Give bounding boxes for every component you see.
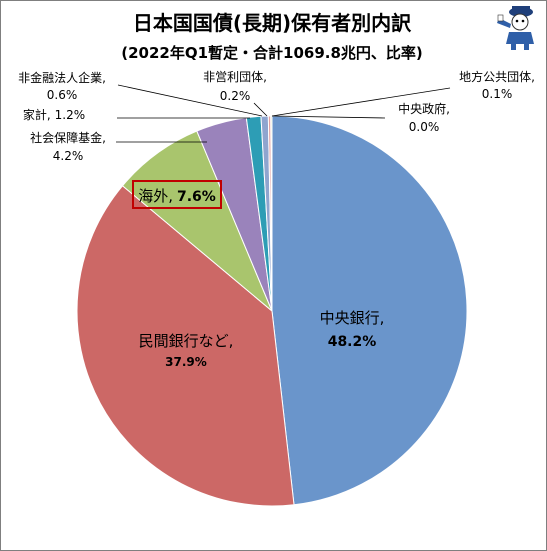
slice-label-1: 民間銀行など, (139, 332, 234, 350)
highlight-box (132, 180, 222, 209)
slice-value-0: 48.2% (328, 334, 377, 350)
slice-label-2: 海外, 7.6% (138, 187, 216, 205)
slice-label-3: 社会保障基金, (30, 130, 106, 145)
leader-line-5 (117, 84, 263, 117)
slice-value-5: 0.6% (47, 88, 78, 102)
slice-1 (76, 185, 295, 507)
leader-line-8 (271, 115, 386, 119)
leader-lines (116, 84, 451, 143)
slice-value-2: 7.6% (177, 189, 216, 205)
slice-labels: 中央銀行, 48.2% 民間銀行など, 37.9% 海外, 7.6% 社会保障基金, 4.2%… (18, 69, 535, 369)
slice-2 (121, 130, 273, 312)
slice-value-4: 1.2% (55, 108, 86, 122)
chart-subtitle: (2022年Q1暫定・合計1069.8兆円、比率) (121, 44, 423, 62)
leader-line-6 (253, 102, 268, 117)
slice-value-7: 0.1% (482, 87, 513, 101)
slice-label-5: 非金融法人企業, (18, 70, 106, 85)
slice-value-1: 37.9% (165, 355, 207, 369)
mascot-character-icon (497, 6, 534, 50)
slice-label-7: 地方公共団体, (459, 69, 535, 84)
slice-label-8: 中央政府, (398, 101, 450, 116)
slice-label-0: 中央銀行, (320, 309, 385, 327)
slice-0 (271, 115, 468, 506)
slice-value-6: 0.2% (220, 89, 251, 103)
slice-label-6: 非営利団体, (203, 70, 267, 84)
leader-line-7 (271, 87, 451, 117)
chart-title: 日本国国債(長期)保有者別内訳 (133, 11, 412, 35)
slice-label-4: 家計, 1.2% (23, 107, 85, 122)
pie-slices (76, 115, 468, 507)
slice-value-8: 0.0% (409, 120, 440, 134)
slice-value-3: 4.2% (53, 149, 84, 163)
